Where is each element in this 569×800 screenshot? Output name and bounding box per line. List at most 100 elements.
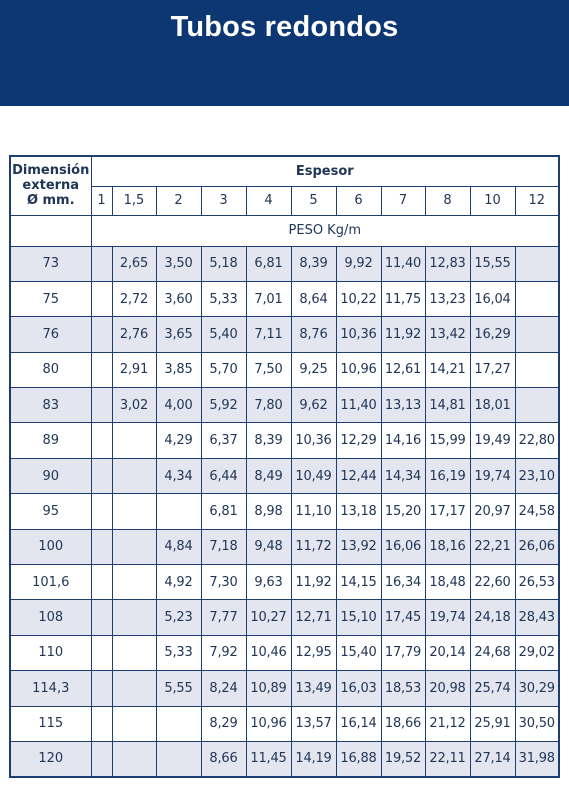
weight-cell (111, 457, 157, 495)
weight-cell: 15,20 (380, 493, 426, 530)
weight-cell: 16,88 (335, 740, 382, 778)
weight-cell: 14,16 (380, 422, 426, 459)
table-row: 110 5,33 7,92 10,46 12,95 15,40 17,79 20,14 24,6… (9, 634, 560, 672)
weight-cell: 10,49 (290, 457, 337, 495)
weight-cell: 9,48 (245, 528, 292, 566)
weight-cell: 7,30 (200, 564, 247, 601)
weight-cell: 5,70 (200, 351, 247, 389)
weight-cell (90, 705, 113, 742)
weight-cell (111, 528, 157, 566)
weight-cell: 5,18 (200, 245, 247, 282)
weight-cell: 18,16 (424, 528, 471, 566)
weight-cell: 24,18 (469, 599, 516, 636)
weight-cell: 9,92 (335, 245, 382, 282)
espesor-column-header: 8 (424, 185, 471, 216)
weight-cell: 22,21 (469, 528, 516, 566)
weight-cell (514, 351, 560, 389)
weight-cell: 14,21 (424, 351, 471, 389)
weight-cell: 13,23 (424, 280, 471, 318)
weight-cell: 17,79 (380, 634, 426, 672)
weight-cell: 30,29 (514, 670, 560, 707)
weight-cell: 9,63 (245, 564, 292, 601)
weight-cell: 13,92 (335, 528, 382, 566)
weight-cell (90, 351, 113, 389)
espesor-column-header: 12 (514, 185, 560, 216)
weight-cell: 8,39 (290, 245, 337, 282)
weight-cell: 2,65 (111, 245, 157, 282)
espesor-column-header: 1,5 (111, 185, 157, 216)
weight-cell: 31,98 (514, 740, 560, 778)
weight-cell: 5,33 (155, 634, 202, 672)
weight-cell: 17,17 (424, 493, 471, 530)
table-row: 100 4,84 7,18 9,48 11,72 13,92 16,06 18,16 22,21… (9, 528, 560, 566)
weight-cell (90, 422, 113, 459)
weight-cell: 24,68 (469, 634, 516, 672)
weight-cell: 12,44 (335, 457, 382, 495)
weight-cell: 12,95 (290, 634, 337, 672)
weight-cell: 13,57 (290, 705, 337, 742)
weight-cell: 11,40 (335, 387, 382, 424)
weight-cell (90, 280, 113, 318)
weight-cell: 14,34 (380, 457, 426, 495)
weight-cell (514, 280, 560, 318)
weight-cell: 13,42 (424, 316, 471, 353)
weight-cell: 26,06 (514, 528, 560, 566)
weight-cell: 25,74 (469, 670, 516, 707)
weight-cell: 4,29 (155, 422, 202, 459)
weight-cell (90, 387, 113, 424)
weight-cell: 2,76 (111, 316, 157, 353)
dimension-cell: 115 (9, 705, 92, 742)
weight-cell: 26,53 (514, 564, 560, 601)
weight-cell: 12,71 (290, 599, 337, 636)
weight-cell: 11,45 (245, 740, 292, 778)
weight-cell (514, 387, 560, 424)
weight-cell: 18,01 (469, 387, 516, 424)
espesor-column-header: 3 (200, 185, 247, 216)
weight-cell: 8,24 (200, 670, 247, 707)
dimension-cell: 73 (9, 245, 92, 282)
title-banner: Tubos redondos (0, 0, 569, 106)
weight-cell: 4,92 (155, 564, 202, 601)
weight-cell: 15,40 (335, 634, 382, 672)
dimension-cell: 76 (9, 316, 92, 353)
weight-cell: 16,03 (335, 670, 382, 707)
weight-cell (111, 599, 157, 636)
weight-cell (90, 457, 113, 495)
peso-header: PESO Kg/m (90, 214, 560, 247)
weight-cell: 8,76 (290, 316, 337, 353)
weight-cell: 16,29 (469, 316, 516, 353)
weight-cell: 2,72 (111, 280, 157, 318)
weight-cell: 13,18 (335, 493, 382, 530)
weight-cell: 20,97 (469, 493, 516, 530)
weight-cell: 7,50 (245, 351, 292, 389)
espesor-column-header: 10 (469, 185, 516, 216)
weight-cell: 10,96 (245, 705, 292, 742)
espesor-columns-row: 1 1,5 2 3 4 5 6 7 8 10 12 (10, 185, 560, 216)
weight-cell: 27,14 (469, 740, 516, 778)
weight-cell: 16,14 (335, 705, 382, 742)
weight-cell: 7,18 (200, 528, 247, 566)
weight-cell: 13,49 (290, 670, 337, 707)
weight-cell: 13,13 (380, 387, 426, 424)
weight-cell: 6,44 (200, 457, 247, 495)
dimension-header: Dimensión externa Ø mm. (9, 155, 92, 216)
weight-cell (90, 670, 113, 707)
dimension-header-line3: Ø mm. (26, 193, 75, 209)
weight-cell: 19,74 (469, 457, 516, 495)
weight-cell: 15,10 (335, 599, 382, 636)
weight-cell: 11,75 (380, 280, 426, 318)
table-row: 120 8,66 11,45 14,19 16,88 19,52 22,11 27,14 31,… (9, 740, 560, 778)
espesor-column-header: 7 (380, 185, 426, 216)
weight-cell (111, 422, 157, 459)
weight-cell (111, 740, 157, 778)
weight-cell: 11,72 (290, 528, 337, 566)
weight-cell: 7,80 (245, 387, 292, 424)
dimension-cell: 80 (9, 351, 92, 389)
weight-cell: 11,92 (290, 564, 337, 601)
blank-header-cell (9, 214, 92, 247)
dimension-cell: 100 (9, 528, 92, 566)
weight-cell: 5,40 (200, 316, 247, 353)
weight-cell: 2,91 (111, 351, 157, 389)
weight-cell: 15,99 (424, 422, 471, 459)
weight-cell: 8,66 (200, 740, 247, 778)
